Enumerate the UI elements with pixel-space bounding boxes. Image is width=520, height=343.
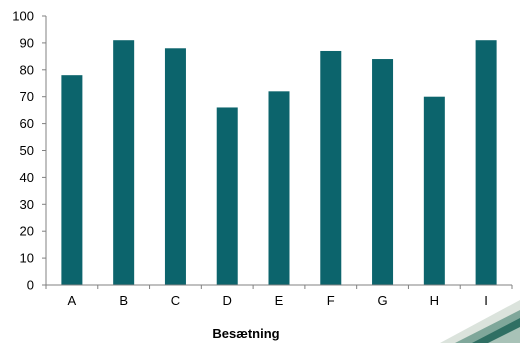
x-tick-label: A: [68, 293, 77, 308]
bars: [61, 40, 497, 286]
x-tick-label: H: [430, 293, 439, 308]
corner-logo-graphic: [440, 300, 520, 343]
y-tick-label: 100: [12, 9, 34, 24]
x-tick-label: G: [377, 293, 387, 308]
x-tick-label: D: [223, 293, 232, 308]
bar-A: [61, 75, 83, 286]
y-tick-label: 90: [20, 35, 34, 50]
bar-D: [216, 107, 238, 286]
y-axis-tick-labels: 0 10 20 30 40 50 60 70 80 90 100: [12, 9, 34, 293]
x-axis-title: Besætning: [212, 326, 279, 341]
x-tick-label: F: [327, 293, 335, 308]
x-tick-label: E: [275, 293, 284, 308]
x-tick-label: B: [119, 293, 128, 308]
y-tick-label: 30: [20, 197, 34, 212]
bar-H: [423, 96, 445, 285]
y-tick-label: 60: [20, 116, 34, 131]
bar-I: [475, 40, 497, 286]
x-tick-label: I: [484, 293, 488, 308]
bar-G: [372, 59, 394, 285]
y-tick-label: 70: [20, 89, 34, 104]
y-tick-label: 10: [20, 251, 34, 266]
y-tick-label: 20: [20, 224, 34, 239]
y-tick-label: 80: [20, 62, 34, 77]
y-tick-label: 50: [20, 143, 34, 158]
axes: [42, 15, 513, 289]
bar-E: [268, 91, 290, 285]
x-axis-tick-labels: A B C D E F G H I: [68, 293, 488, 308]
y-tick-label: 0: [27, 278, 34, 293]
bar-B: [113, 40, 135, 286]
x-tick-label: C: [171, 293, 180, 308]
y-tick-label: 40: [20, 170, 34, 185]
bar-C: [164, 48, 186, 285]
bar-F: [320, 50, 342, 285]
